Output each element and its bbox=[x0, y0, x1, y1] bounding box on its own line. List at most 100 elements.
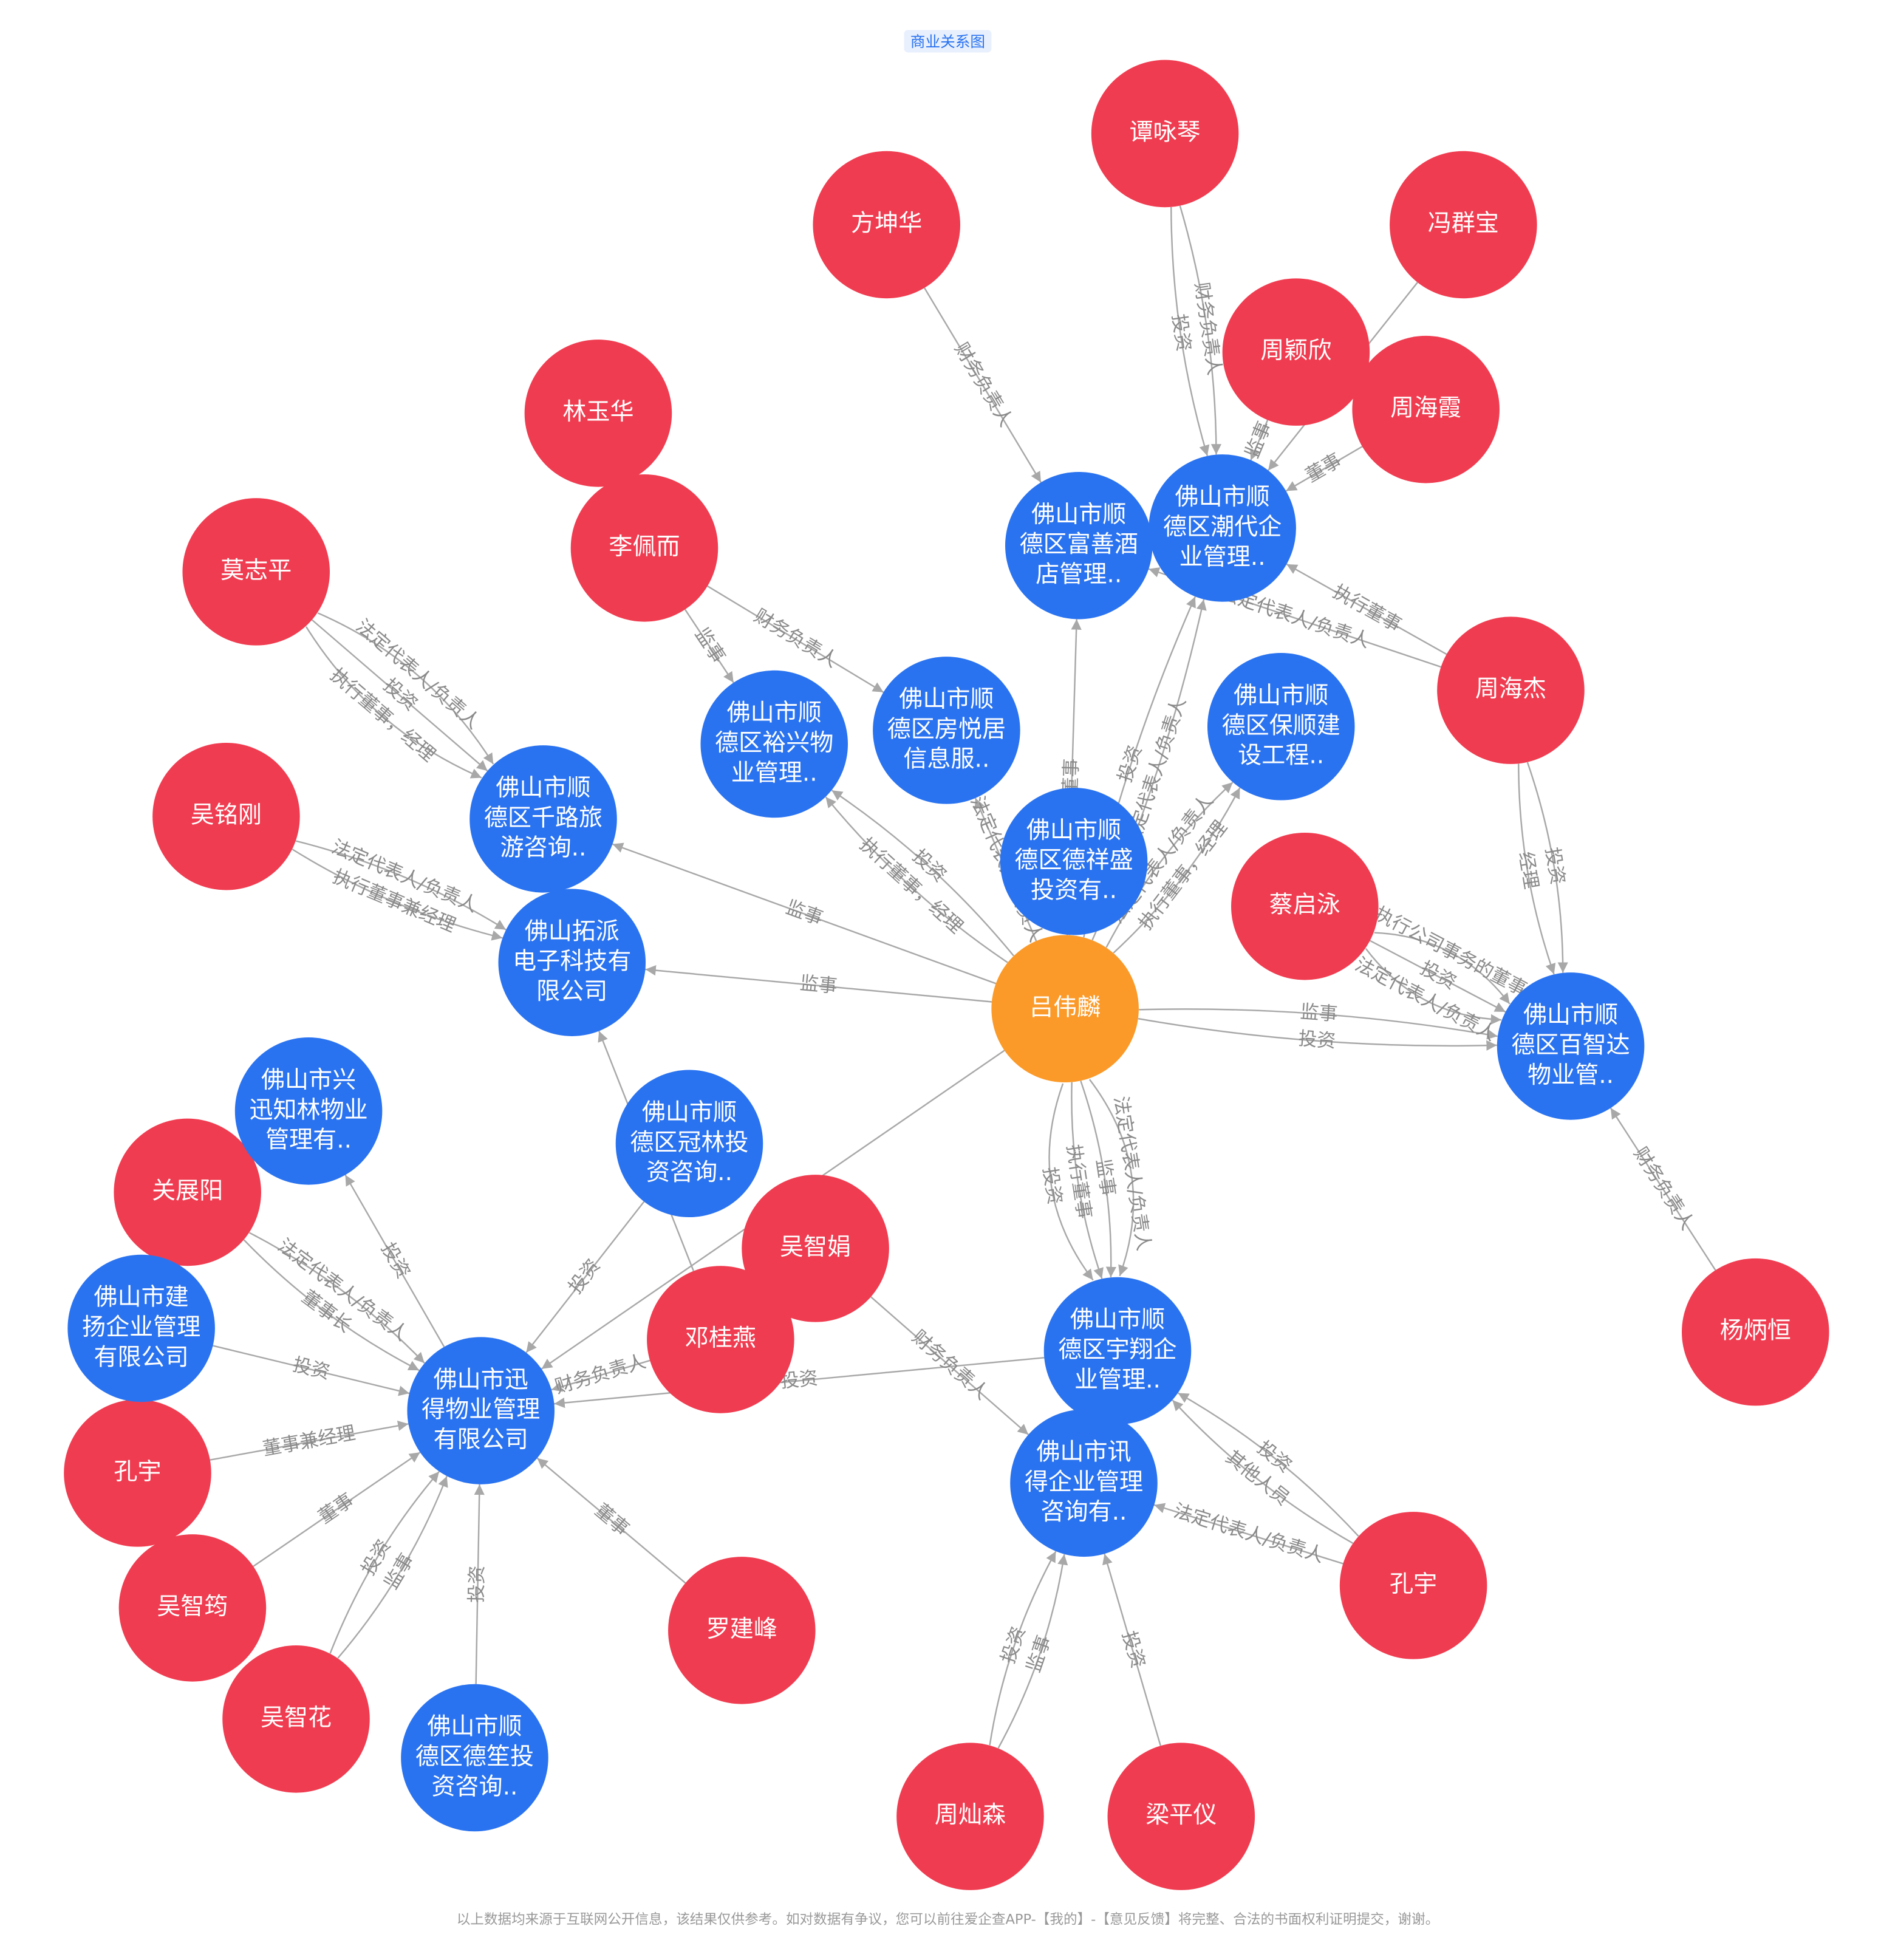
edge-label: 投资 bbox=[1039, 1166, 1066, 1206]
edge bbox=[612, 842, 997, 985]
edge bbox=[1153, 1503, 1343, 1565]
edge-label: 监事 bbox=[1023, 1633, 1056, 1675]
edge bbox=[1285, 446, 1363, 492]
node-label: 佛山市顺德区宇翔企业管理.. bbox=[1058, 1306, 1176, 1393]
node bbox=[524, 340, 672, 487]
node bbox=[1390, 151, 1537, 299]
node bbox=[1497, 972, 1645, 1120]
edge bbox=[707, 585, 884, 693]
edge-label: 董事兼经理 bbox=[261, 1422, 357, 1460]
node bbox=[114, 1118, 261, 1266]
edge-label: 投资 bbox=[290, 1354, 332, 1384]
node-label: 周海霞 bbox=[1390, 395, 1461, 422]
node-label: 莫志平 bbox=[220, 557, 292, 584]
node-label: 佛山市兴迅知林物业管理有.. bbox=[249, 1066, 367, 1153]
node bbox=[615, 1070, 763, 1218]
node bbox=[1010, 1409, 1158, 1557]
node bbox=[873, 657, 1020, 804]
edge bbox=[1370, 940, 1506, 1013]
edge-label: 监事 bbox=[1241, 418, 1275, 462]
node bbox=[407, 1337, 555, 1484]
node-label: 吴铭刚 bbox=[191, 802, 262, 829]
node bbox=[152, 742, 300, 890]
node bbox=[647, 1266, 794, 1413]
edge bbox=[1250, 420, 1269, 461]
edge-label: 财务负责人 bbox=[1190, 281, 1226, 377]
edge-label: 监事 bbox=[799, 972, 838, 997]
edge bbox=[536, 1457, 686, 1584]
edge bbox=[1102, 1553, 1161, 1746]
edge-label: 财务负责人 bbox=[553, 1350, 649, 1398]
edge bbox=[1526, 762, 1568, 973]
edge bbox=[1071, 1082, 1104, 1279]
node-label: 林玉华 bbox=[562, 398, 633, 426]
edge-label: 法定代表人/负责人 bbox=[1171, 1500, 1326, 1567]
edge bbox=[1286, 563, 1447, 655]
edge-label: 投资 bbox=[564, 1255, 604, 1298]
node bbox=[469, 745, 617, 893]
node-label: 佛山市顺德区百智达物业管.. bbox=[1511, 1002, 1630, 1089]
node bbox=[222, 1645, 370, 1793]
edge bbox=[1088, 1079, 1135, 1277]
node-label: 冯群宝 bbox=[1428, 210, 1499, 237]
edge-label: 财务负责人 bbox=[750, 605, 842, 672]
title: 商业关系图 bbox=[910, 33, 985, 50]
node-label: 佛山市顺德区保顺建设工程.. bbox=[1222, 681, 1340, 769]
edge bbox=[344, 1174, 445, 1348]
edge-label: 经理 bbox=[1514, 850, 1542, 891]
edge bbox=[1179, 205, 1222, 455]
node bbox=[1352, 335, 1500, 483]
edge bbox=[1080, 1081, 1117, 1278]
edge bbox=[870, 1296, 1029, 1435]
edge-label: 监事 bbox=[691, 624, 729, 667]
edge bbox=[684, 609, 734, 683]
node bbox=[1043, 1277, 1192, 1425]
edge-label: 财务负责人 bbox=[950, 339, 1017, 431]
edge bbox=[248, 1232, 425, 1364]
edge bbox=[1170, 207, 1210, 456]
edge-label: 投资 bbox=[1168, 313, 1195, 353]
node bbox=[813, 151, 960, 299]
edge-label: 法定代表人/负责人 bbox=[1110, 1094, 1155, 1252]
edge bbox=[292, 849, 503, 941]
node-label: 佛山市迅得物业管理有限公司 bbox=[422, 1366, 540, 1453]
node-label: 佛山市顺德区富善酒店管理.. bbox=[1020, 500, 1138, 588]
node bbox=[182, 498, 330, 646]
node-label: 佛山市顺德区德笙投资咨询.. bbox=[415, 1713, 534, 1800]
edge bbox=[337, 1475, 448, 1659]
edge-label: 董事 bbox=[1302, 449, 1345, 487]
node bbox=[1000, 787, 1148, 935]
title-badge bbox=[904, 30, 992, 53]
edge bbox=[825, 796, 1008, 963]
edge-label: 财务负责人 bbox=[1630, 1143, 1699, 1234]
node-label: 佛山市顺德区裕兴物业管理.. bbox=[715, 699, 833, 787]
edge bbox=[329, 1471, 440, 1654]
edge bbox=[1518, 763, 1556, 975]
node-label: 吕伟麟 bbox=[1029, 994, 1101, 1021]
edge-label: 监事 bbox=[1300, 1001, 1339, 1025]
node-label: 方坤华 bbox=[851, 210, 922, 237]
edge bbox=[1172, 1399, 1354, 1544]
node bbox=[1149, 454, 1296, 602]
node bbox=[1207, 652, 1355, 801]
edge-label: 监事 bbox=[1092, 1158, 1119, 1198]
node bbox=[1005, 471, 1153, 620]
edge bbox=[645, 965, 992, 1003]
node-label: 梁平仪 bbox=[1145, 1801, 1217, 1829]
node-label: 佛山市顺德区潮代企业管理.. bbox=[1163, 483, 1282, 571]
node-label: 佛山拓派电子科技有限公司 bbox=[513, 918, 631, 1005]
node bbox=[700, 670, 848, 818]
node-label: 孔宇 bbox=[1390, 1571, 1437, 1598]
node bbox=[1339, 1512, 1487, 1659]
edge bbox=[997, 1554, 1068, 1749]
edge-label: 执行董事 bbox=[1062, 1143, 1095, 1220]
node bbox=[118, 1534, 267, 1682]
node-label: 佛山市顺德区房悦居信息服.. bbox=[887, 686, 1006, 773]
edge-label: 监事 bbox=[783, 896, 825, 930]
node-label: 谭咏琴 bbox=[1130, 118, 1201, 146]
node bbox=[234, 1037, 383, 1185]
node bbox=[1107, 1743, 1255, 1890]
edge bbox=[243, 1239, 420, 1371]
node bbox=[742, 1175, 889, 1322]
